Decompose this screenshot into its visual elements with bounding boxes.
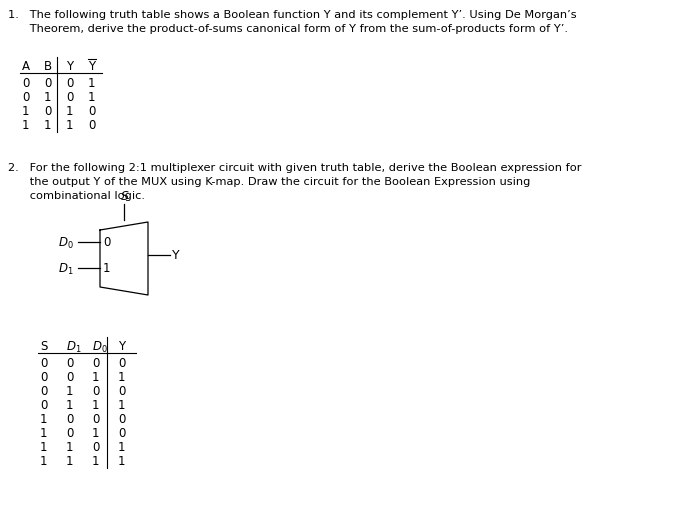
Text: 1: 1 <box>22 105 30 118</box>
Text: 0: 0 <box>44 105 51 118</box>
Text: A: A <box>22 60 30 73</box>
Text: 0: 0 <box>118 357 126 370</box>
Text: 1: 1 <box>66 441 74 454</box>
Text: Y: Y <box>172 249 179 262</box>
Text: Theorem, derive the product-of-sums canonical form of Y from the sum-of-products: Theorem, derive the product-of-sums cano… <box>8 24 568 34</box>
Text: 0: 0 <box>66 413 73 426</box>
Text: 0: 0 <box>22 91 30 104</box>
Text: 1: 1 <box>40 427 48 440</box>
Text: $D_0$: $D_0$ <box>92 340 108 355</box>
Text: $D_1$: $D_1$ <box>58 262 74 277</box>
Text: 1: 1 <box>92 455 99 468</box>
Text: 0: 0 <box>40 357 48 370</box>
Text: 0: 0 <box>118 427 126 440</box>
Text: 1: 1 <box>66 399 74 412</box>
Text: 1: 1 <box>118 371 126 384</box>
Text: 1: 1 <box>118 441 126 454</box>
Text: B: B <box>44 60 52 73</box>
Text: 0: 0 <box>118 385 126 398</box>
Text: 0: 0 <box>22 77 30 90</box>
Text: 1: 1 <box>118 455 126 468</box>
Text: $D_0$: $D_0$ <box>58 236 74 251</box>
Text: 1: 1 <box>92 399 99 412</box>
Text: 1: 1 <box>40 413 48 426</box>
Text: 0: 0 <box>92 441 99 454</box>
Text: 1: 1 <box>92 427 99 440</box>
Text: combinational logic.: combinational logic. <box>8 191 145 201</box>
Text: 1: 1 <box>88 91 95 104</box>
Text: S: S <box>40 340 48 353</box>
Text: 1: 1 <box>22 119 30 132</box>
Text: Y: Y <box>88 60 95 73</box>
Text: 0: 0 <box>66 77 73 90</box>
Text: 0: 0 <box>66 91 73 104</box>
Text: 1: 1 <box>92 371 99 384</box>
Text: $D_1$: $D_1$ <box>66 340 81 355</box>
Text: 0: 0 <box>103 236 110 249</box>
Text: 1: 1 <box>66 119 74 132</box>
Text: 0: 0 <box>92 385 99 398</box>
Text: 0: 0 <box>92 357 99 370</box>
Text: Y: Y <box>118 340 125 353</box>
Text: 1: 1 <box>66 105 74 118</box>
Text: 1: 1 <box>40 455 48 468</box>
Text: the output Y of the MUX using K-map. Draw the circuit for the Boolean Expression: the output Y of the MUX using K-map. Dra… <box>8 177 531 187</box>
Text: 0: 0 <box>40 399 48 412</box>
Text: Y: Y <box>66 60 73 73</box>
Text: 0: 0 <box>88 119 95 132</box>
Text: 0: 0 <box>66 371 73 384</box>
Text: 1: 1 <box>88 77 95 90</box>
Text: 0: 0 <box>40 371 48 384</box>
Text: 1: 1 <box>40 441 48 454</box>
Text: 1: 1 <box>118 399 126 412</box>
Text: 0: 0 <box>88 105 95 118</box>
Text: S: S <box>121 190 129 203</box>
Text: 0: 0 <box>40 385 48 398</box>
Text: 0: 0 <box>92 413 99 426</box>
Text: 1: 1 <box>103 262 110 275</box>
Text: 1: 1 <box>44 119 52 132</box>
Text: 1: 1 <box>66 385 74 398</box>
Text: 0: 0 <box>66 427 73 440</box>
Text: 0: 0 <box>118 413 126 426</box>
Text: 2.   For the following 2:1 multiplexer circuit with given truth table, derive th: 2. For the following 2:1 multiplexer cir… <box>8 163 582 173</box>
Text: 1: 1 <box>44 91 52 104</box>
Text: 1: 1 <box>66 455 74 468</box>
Text: 1.   The following truth table shows a Boolean function Y and its complement Y’.: 1. The following truth table shows a Boo… <box>8 10 577 20</box>
Text: 0: 0 <box>44 77 51 90</box>
Text: 0: 0 <box>66 357 73 370</box>
